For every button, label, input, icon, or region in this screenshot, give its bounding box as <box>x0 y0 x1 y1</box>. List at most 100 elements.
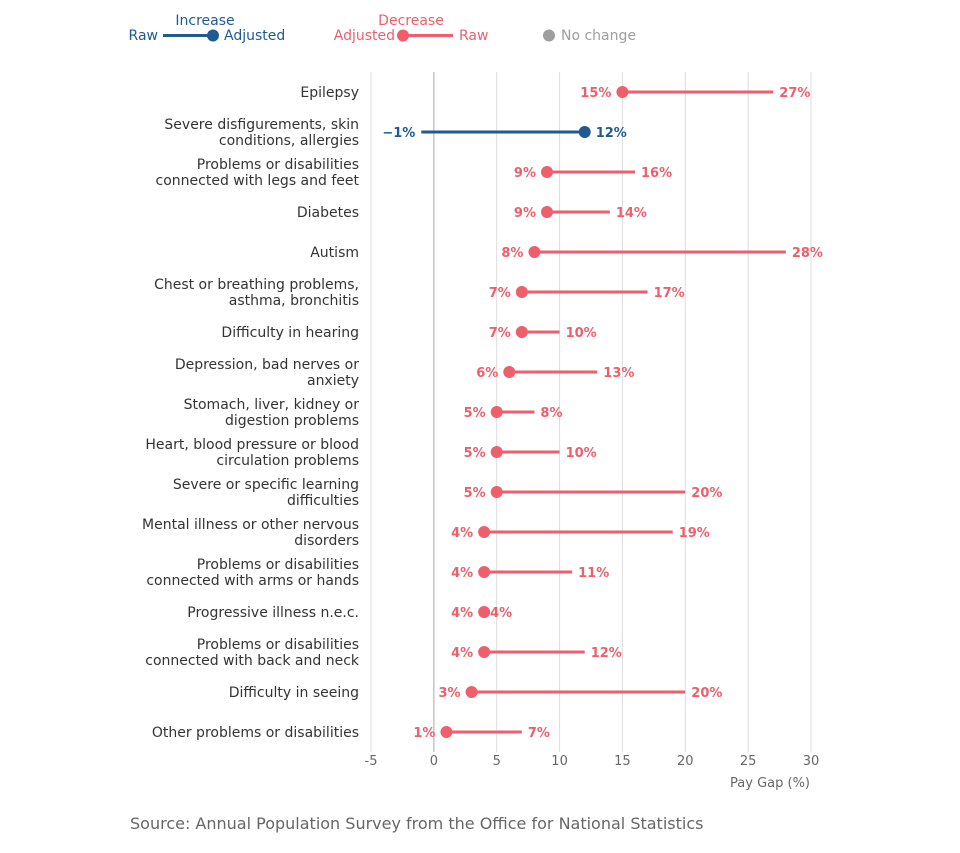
adjusted-dot <box>541 206 553 218</box>
adjusted-dot <box>478 526 491 538</box>
chart-row: Difficulty in hearing 10% 7% <box>221 325 596 341</box>
category-label-line: Problems or disabilities <box>197 557 359 573</box>
legend-decrease-raw: Raw <box>459 28 488 44</box>
chart-row: Problems or disabilities connected with l… <box>156 157 673 189</box>
category-label-line: Stomach, liver, kidney or <box>184 397 360 413</box>
legend-nochange: No change <box>543 28 636 44</box>
adjusted-dot <box>490 486 503 498</box>
chart-row: Heart, blood pressure or blood circulatio… <box>145 437 596 469</box>
chart-row: Epilepsy 27% 15% <box>300 85 810 101</box>
category-label: Difficulty in hearing <box>221 325 359 341</box>
raw-value-label: −1% <box>382 126 415 141</box>
adjusted-value-label: 15% <box>580 86 611 101</box>
chart-row: Problems or disabilities connected with a… <box>146 557 609 589</box>
category-label-line: anxiety <box>307 373 359 389</box>
category-label-line: Difficulty in hearing <box>221 325 359 341</box>
x-axis-ticks: -5 0 5 10 15 20 25 30 <box>365 754 820 769</box>
adjusted-dot <box>616 86 629 98</box>
category-label-line: connected with legs and feet <box>156 173 360 189</box>
category-label: Diabetes <box>297 205 359 221</box>
category-label-line: disorders <box>294 533 359 549</box>
category-label-line: Progressive illness n.e.c. <box>187 605 359 621</box>
x-tick-label: -5 <box>365 754 378 769</box>
category-label: Other problems or disabilities <box>152 725 359 741</box>
adjusted-value-label: 8% <box>501 246 523 261</box>
x-tick-label: 25 <box>740 754 757 769</box>
legend-decrease-adjusted: Adjusted <box>334 28 395 44</box>
raw-value-label: 8% <box>540 406 562 421</box>
raw-value-label: 11% <box>578 566 609 581</box>
x-axis-title: Pay Gap (%) <box>730 776 810 791</box>
chart-row: Mental illness or other nervous disorders… <box>142 517 710 549</box>
category-label: Severe disfigurements, skin conditions, a… <box>164 117 359 149</box>
legend-nochange-dot <box>543 29 555 42</box>
legend-decrease-title: Decrease <box>378 13 444 29</box>
legend-decrease: Decrease Adjusted Raw <box>334 13 489 44</box>
adjusted-dot <box>578 126 591 138</box>
adjusted-dot <box>503 366 516 378</box>
legend-increase-title: Increase <box>175 13 234 29</box>
adjusted-dot <box>515 286 528 298</box>
legend: Increase Raw Adjusted Decrease Adjusted … <box>129 13 636 44</box>
raw-value-label: 10% <box>566 446 597 461</box>
category-label-line: digestion problems <box>225 413 359 429</box>
adjusted-dot <box>515 326 528 338</box>
category-label: Difficulty in seeing <box>229 685 359 701</box>
x-tick-label: 30 <box>803 754 820 769</box>
category-label-line: Autism <box>310 245 359 261</box>
chart-row: Other problems or disabilities 7% 1% <box>152 725 550 741</box>
raw-value-label: 28% <box>792 246 823 261</box>
adjusted-value-label: 5% <box>464 406 486 421</box>
chart-row: Autism 28% 8% <box>310 245 823 261</box>
chart-row: Chest or breathing problems, asthma, bron… <box>154 277 685 309</box>
raw-value-label: 4% <box>490 606 512 621</box>
adjusted-dot <box>541 166 553 178</box>
adjusted-value-label: 4% <box>451 526 473 541</box>
chart-row: Progressive illness n.e.c. 4% 4% <box>187 605 512 621</box>
category-label: Stomach, liver, kidney or digestion probl… <box>184 397 360 429</box>
raw-value-label: 14% <box>616 206 647 221</box>
x-tick-label: 20 <box>677 754 694 769</box>
category-label: Chest or breathing problems, asthma, bron… <box>154 277 359 309</box>
category-label-line: asthma, bronchitis <box>229 293 359 309</box>
x-tick-label: 5 <box>493 754 501 769</box>
adjusted-value-label: 12% <box>596 126 627 141</box>
raw-value-label: 27% <box>779 86 810 101</box>
chart-row: Severe disfigurements, skin conditions, a… <box>164 117 626 149</box>
adjusted-value-label: 3% <box>438 686 460 701</box>
category-label-line: connected with arms or hands <box>146 573 359 589</box>
chart-row: Depression, bad nerves or anxiety 13% 6% <box>175 357 635 389</box>
x-tick-label: 0 <box>430 754 438 769</box>
category-label: Mental illness or other nervous disorders <box>142 517 359 549</box>
adjusted-value-label: 5% <box>464 446 486 461</box>
raw-value-label: 20% <box>691 486 722 501</box>
category-label-line: Heart, blood pressure or blood <box>145 437 359 453</box>
adjusted-dot <box>490 446 503 458</box>
adjusted-value-label: 9% <box>514 166 536 181</box>
category-label: Depression, bad nerves or anxiety <box>175 357 359 389</box>
adjusted-value-label: 1% <box>413 726 435 741</box>
category-label: Heart, blood pressure or blood circulatio… <box>145 437 359 469</box>
raw-value-label: 20% <box>691 686 722 701</box>
adjusted-dot <box>478 606 491 618</box>
chart-row: Severe or specific learning difficulties 2… <box>173 477 723 509</box>
raw-value-label: 16% <box>641 166 672 181</box>
category-label-line: Problems or disabilities <box>197 637 359 653</box>
adjusted-value-label: 5% <box>464 486 486 501</box>
category-label-line: conditions, allergies <box>219 133 359 149</box>
raw-value-label: 10% <box>566 326 597 341</box>
x-tick-label: 15 <box>614 754 631 769</box>
legend-decrease-dot <box>397 29 409 42</box>
raw-value-label: 17% <box>654 286 685 301</box>
adjusted-dot <box>528 246 541 258</box>
chart-row: Stomach, liver, kidney or digestion probl… <box>184 397 563 429</box>
adjusted-value-label: 7% <box>489 286 511 301</box>
adjusted-dot <box>440 726 453 738</box>
category-label-line: difficulties <box>287 493 359 509</box>
category-label: Epilepsy <box>300 85 359 101</box>
adjusted-value-label: 7% <box>489 326 511 341</box>
raw-value-label: 7% <box>528 726 550 741</box>
category-label-line: circulation problems <box>216 453 359 469</box>
category-label: Problems or disabilities connected with a… <box>146 557 359 589</box>
